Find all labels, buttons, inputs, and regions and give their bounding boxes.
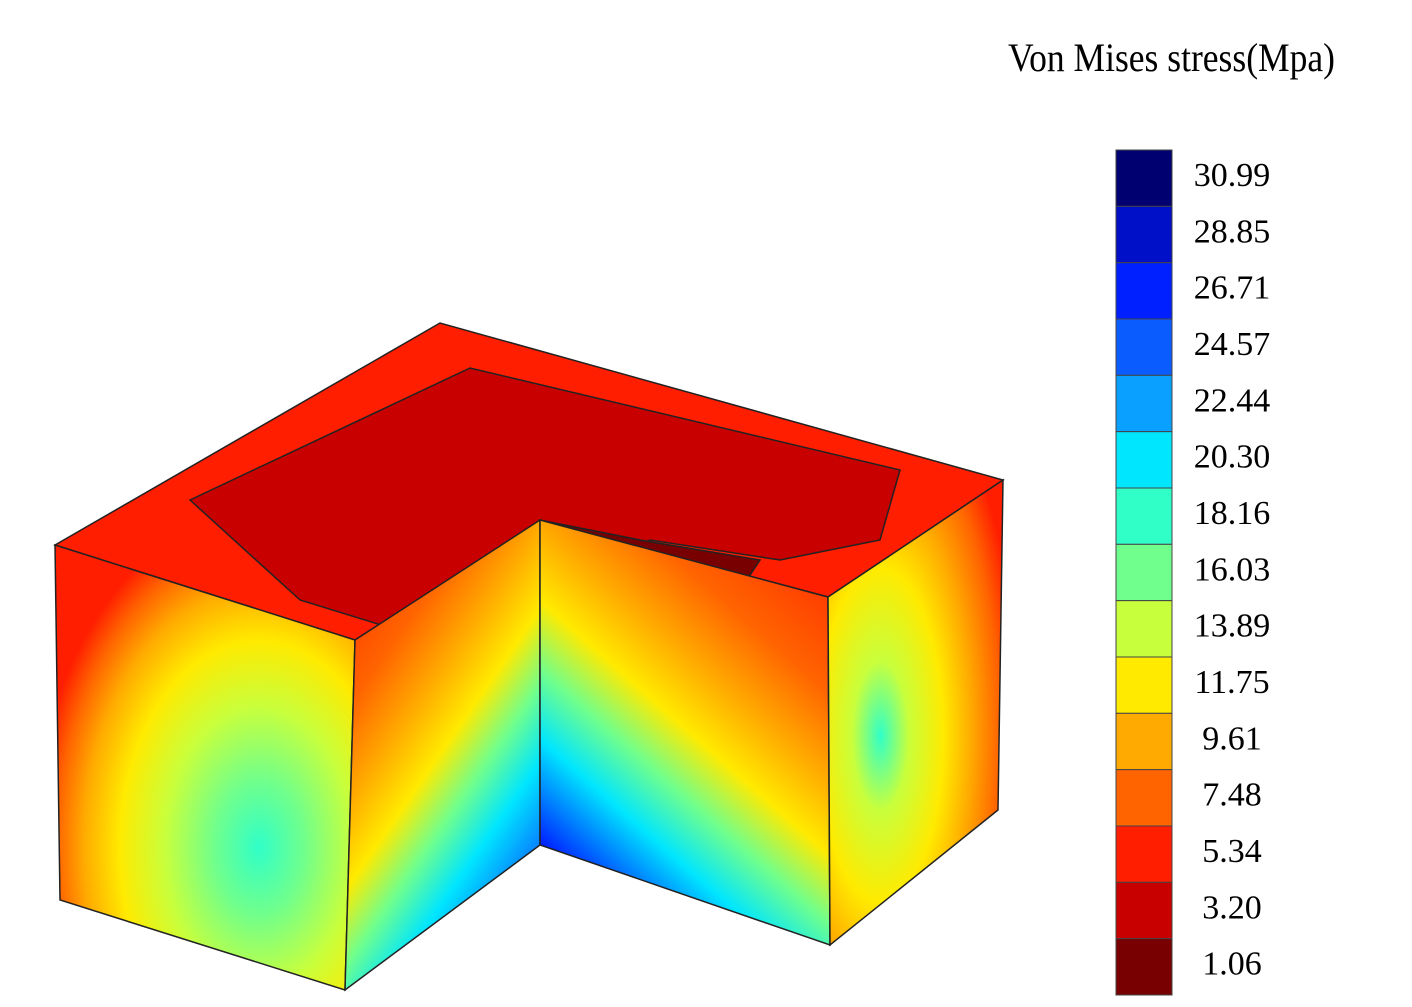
colorbar-label: 5.34 — [1202, 833, 1262, 870]
colorbar-label: 13.89 — [1194, 608, 1271, 645]
colorbar-label: 1.06 — [1202, 946, 1262, 983]
stress-model — [53, 322, 1005, 992]
colorbar-swatch — [1115, 374, 1173, 433]
colorbar-label: 26.71 — [1194, 270, 1271, 307]
colorbar: 30.99 28.85 26.71 24.57 22.44 20.30 18.16 16.03… — [1115, 149, 1271, 996]
colorbar-swatch — [1115, 543, 1173, 602]
colorbar-swatch — [1115, 262, 1173, 320]
colorbar-swatch — [1115, 712, 1173, 771]
colorbar-label: 7.48 — [1202, 777, 1262, 814]
colorbar-swatch — [1115, 656, 1173, 714]
colorbar-label: 16.03 — [1194, 551, 1271, 588]
colorbar-label: 9.61 — [1202, 720, 1262, 757]
colorbar-swatch — [1115, 318, 1173, 376]
colorbar-swatch — [1115, 149, 1173, 207]
colorbar-label: 30.99 — [1194, 157, 1271, 194]
colorbar-swatch — [1115, 600, 1173, 658]
right-face — [827, 478, 1004, 947]
colorbar-swatch — [1115, 825, 1173, 883]
colorbar-swatch — [1115, 205, 1173, 264]
colorbar-label: 3.20 — [1202, 889, 1262, 926]
colorbar-label: 28.85 — [1194, 213, 1271, 250]
colorbar-swatch — [1115, 431, 1173, 489]
colorbar-label: 24.57 — [1194, 326, 1271, 363]
top-inner-region — [188, 367, 901, 641]
colorbar-swatch — [1115, 881, 1173, 940]
colorbar-title: Von Mises stress(Mpa) — [1008, 35, 1335, 80]
colorbar-label: 22.44 — [1194, 382, 1271, 419]
colorbar-label: 11.75 — [1194, 664, 1269, 701]
colorbar-swatch — [1115, 938, 1173, 996]
colorbar-label: 20.30 — [1194, 439, 1271, 476]
colorbar-swatch — [1115, 769, 1173, 827]
colorbar-swatch — [1115, 487, 1173, 545]
colorbar-label: 18.16 — [1194, 495, 1271, 532]
